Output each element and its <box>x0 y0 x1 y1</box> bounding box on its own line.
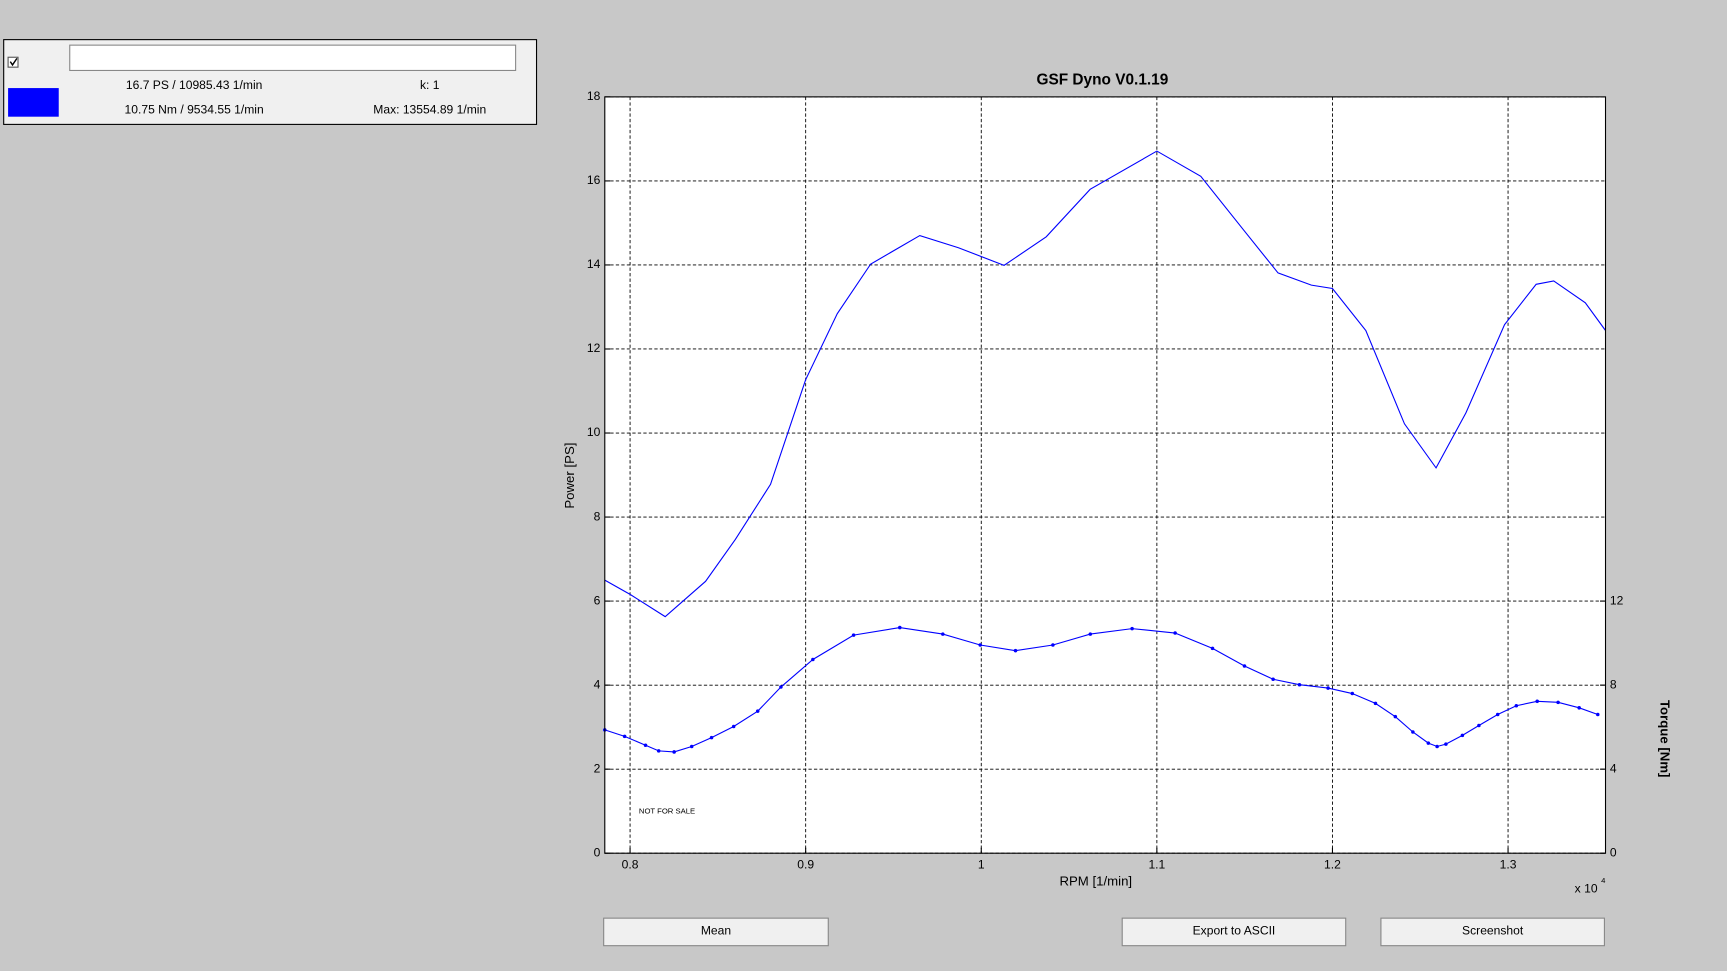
data-point <box>898 625 902 630</box>
x-tick-label: 1 <box>978 858 985 872</box>
data-point <box>1435 744 1439 749</box>
data-point <box>1242 664 1247 668</box>
y-tick-label: 4 <box>594 677 601 691</box>
y-tick-label: 2 <box>594 761 601 775</box>
data-point <box>731 724 736 729</box>
y-tick-label: 14 <box>587 257 601 271</box>
y-tick-label: 0 <box>594 845 601 859</box>
plot-area <box>604 96 1606 854</box>
color-swatch[interactable] <box>8 88 59 117</box>
data-point <box>779 685 783 689</box>
data-point <box>656 749 661 753</box>
y-axis-label: Power [PS] <box>562 443 577 509</box>
series-line <box>604 627 1598 753</box>
button-face[interactable] <box>603 917 829 947</box>
data-point <box>755 709 760 713</box>
power-readout: 16.7 PS / 10985.43 1/min <box>126 78 263 92</box>
x-multiplier: x 10 <box>1575 882 1598 896</box>
data-point <box>672 750 676 754</box>
data-point <box>1326 686 1330 690</box>
data-point <box>851 633 856 637</box>
data-point <box>1556 700 1560 705</box>
data-point <box>643 743 648 747</box>
data-point <box>978 643 982 647</box>
data-point <box>1426 741 1431 745</box>
data-point <box>811 657 815 662</box>
y2-tick-label: 8 <box>1610 677 1617 691</box>
y-tick-label: 12 <box>587 341 601 355</box>
button[interactable]: Mean <box>603 917 829 947</box>
data-point <box>1271 677 1275 682</box>
x-exponent: 4 <box>1601 876 1606 885</box>
plot-frame <box>604 96 1607 854</box>
data-point <box>1088 632 1093 636</box>
data-point <box>1210 646 1215 651</box>
buttons: Mean Export to ASCII Screenshot <box>603 917 1605 947</box>
button-label[interactable]: Export to ASCII <box>1193 924 1276 938</box>
text-input[interactable] <box>69 44 517 72</box>
max-readout: Max: 13554.89 1/min <box>373 102 486 116</box>
x-axis-label: RPM [1/min] <box>1059 873 1132 888</box>
y-tick-label: 18 <box>587 89 601 103</box>
button-face[interactable] <box>1121 917 1347 947</box>
data-point <box>1460 733 1465 738</box>
data-point <box>1173 631 1177 635</box>
torque-readout: 10.75 Nm / 9534.55 1/min <box>125 102 264 116</box>
data-point <box>1373 701 1378 706</box>
y2-tick-label: 12 <box>1610 593 1624 607</box>
y-tick-label: 6 <box>594 593 601 607</box>
data-point <box>1350 691 1355 696</box>
data-point <box>689 744 694 749</box>
data-point <box>1477 723 1481 728</box>
button-label[interactable]: Screenshot <box>1462 924 1524 938</box>
data-point <box>1495 712 1500 717</box>
data-point <box>622 734 627 739</box>
data-point <box>1444 742 1448 746</box>
data-point <box>1393 714 1398 719</box>
x-tick-label: 1.1 <box>1148 858 1165 872</box>
y2-tick-label: 4 <box>1610 761 1617 775</box>
y2-tick-label: 0 <box>1610 845 1617 859</box>
x-tick-label: 0.8 <box>622 858 639 872</box>
data-point <box>1297 682 1302 687</box>
data-point <box>1514 703 1519 708</box>
x-tick-label: 0.9 <box>797 858 814 872</box>
k-readout: k: 1 <box>420 78 440 92</box>
button[interactable]: Export to ASCII <box>1121 917 1347 947</box>
annotation: NOT FOR SALE <box>639 806 695 815</box>
readout-panel: 16.7 PS / 10985.43 1/min k: 1 10.75 Nm /… <box>3 39 538 125</box>
data-point <box>1535 699 1539 704</box>
x-tick-label: 1.2 <box>1324 858 1341 872</box>
button-face[interactable] <box>1380 917 1605 947</box>
data-point <box>1013 648 1018 653</box>
data-point <box>1411 730 1415 734</box>
data-point <box>1130 626 1134 631</box>
y-tick-label: 10 <box>587 425 601 439</box>
y2-axis-label: Torque [Nm] <box>1657 700 1672 778</box>
y-tick-label: 16 <box>587 173 601 187</box>
data-point <box>1577 706 1581 710</box>
data-point <box>709 735 714 740</box>
data-point <box>941 632 945 636</box>
y-tick-label: 8 <box>594 509 601 523</box>
x-tick-label: 1.3 <box>1500 858 1517 872</box>
button-label[interactable]: Mean <box>701 924 731 938</box>
chart-title: GSF Dyno V0.1.19 <box>1036 71 1168 88</box>
button[interactable]: Screenshot <box>1380 917 1605 947</box>
checkbox[interactable] <box>7 56 19 68</box>
data-point <box>1596 712 1600 717</box>
checkmark <box>9 57 18 67</box>
series-line <box>604 150 1606 618</box>
data-point <box>1051 643 1055 647</box>
